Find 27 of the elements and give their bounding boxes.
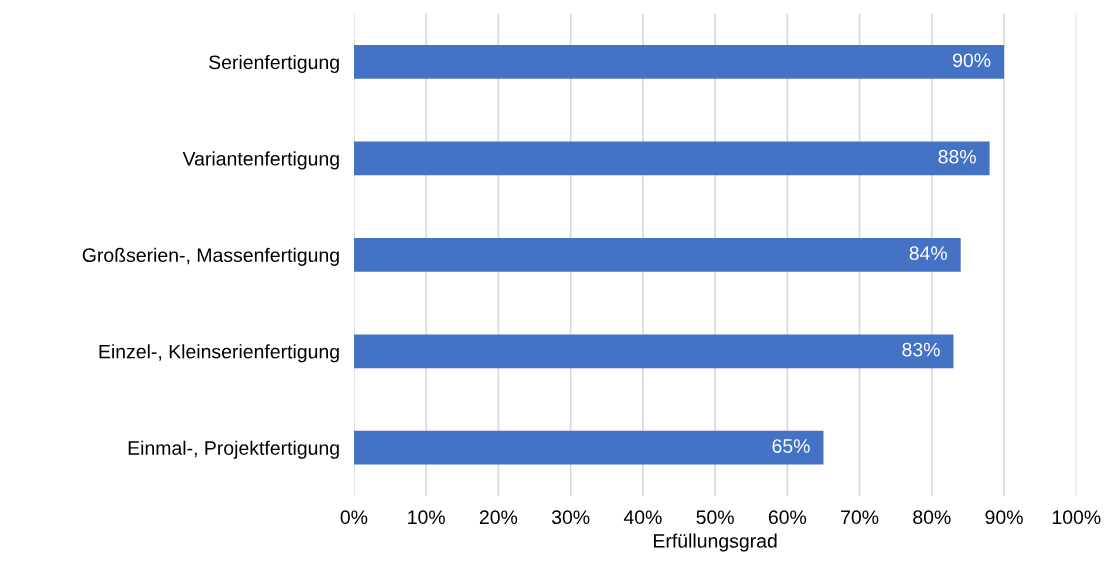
x-tick-label: 60%	[768, 510, 807, 525]
x-tick-label: 70%	[841, 510, 879, 525]
bar	[353, 237, 961, 272]
y-tick-label: Einzel-, Kleinserienfertigung	[99, 344, 339, 363]
data-label: 90%	[953, 53, 991, 68]
x-tick-label: 10%	[408, 510, 445, 525]
data-label: 84%	[909, 246, 947, 261]
x-tick-label: 50%	[696, 510, 734, 525]
data-label: 83%	[902, 342, 940, 357]
x-tick-label: 40%	[623, 510, 662, 525]
x-tick-label: 0%	[340, 510, 368, 525]
x-tick-label: 20%	[479, 510, 518, 525]
bar	[353, 430, 824, 465]
y-tick-label: Serienfertigung	[209, 54, 339, 74]
data-label: 88%	[938, 149, 976, 164]
y-tick-label: Variantenfertigung	[182, 151, 339, 170]
x-tick-label: 90%	[985, 510, 1023, 525]
x-tick-label: 80%	[913, 510, 951, 525]
data-label: 65%	[772, 439, 810, 453]
y-tick-label: Großserien-, Massenfertigung	[82, 247, 339, 266]
x-axis-title: Erfüllungsgrad	[654, 533, 777, 552]
bar	[353, 334, 954, 369]
bar	[353, 141, 990, 176]
x-tick-label: 100%	[1052, 510, 1101, 525]
bar	[353, 45, 1005, 79]
y-tick-label: Einmal-, Projektfertigung	[128, 440, 339, 459]
x-tick-label: 30%	[551, 510, 590, 525]
